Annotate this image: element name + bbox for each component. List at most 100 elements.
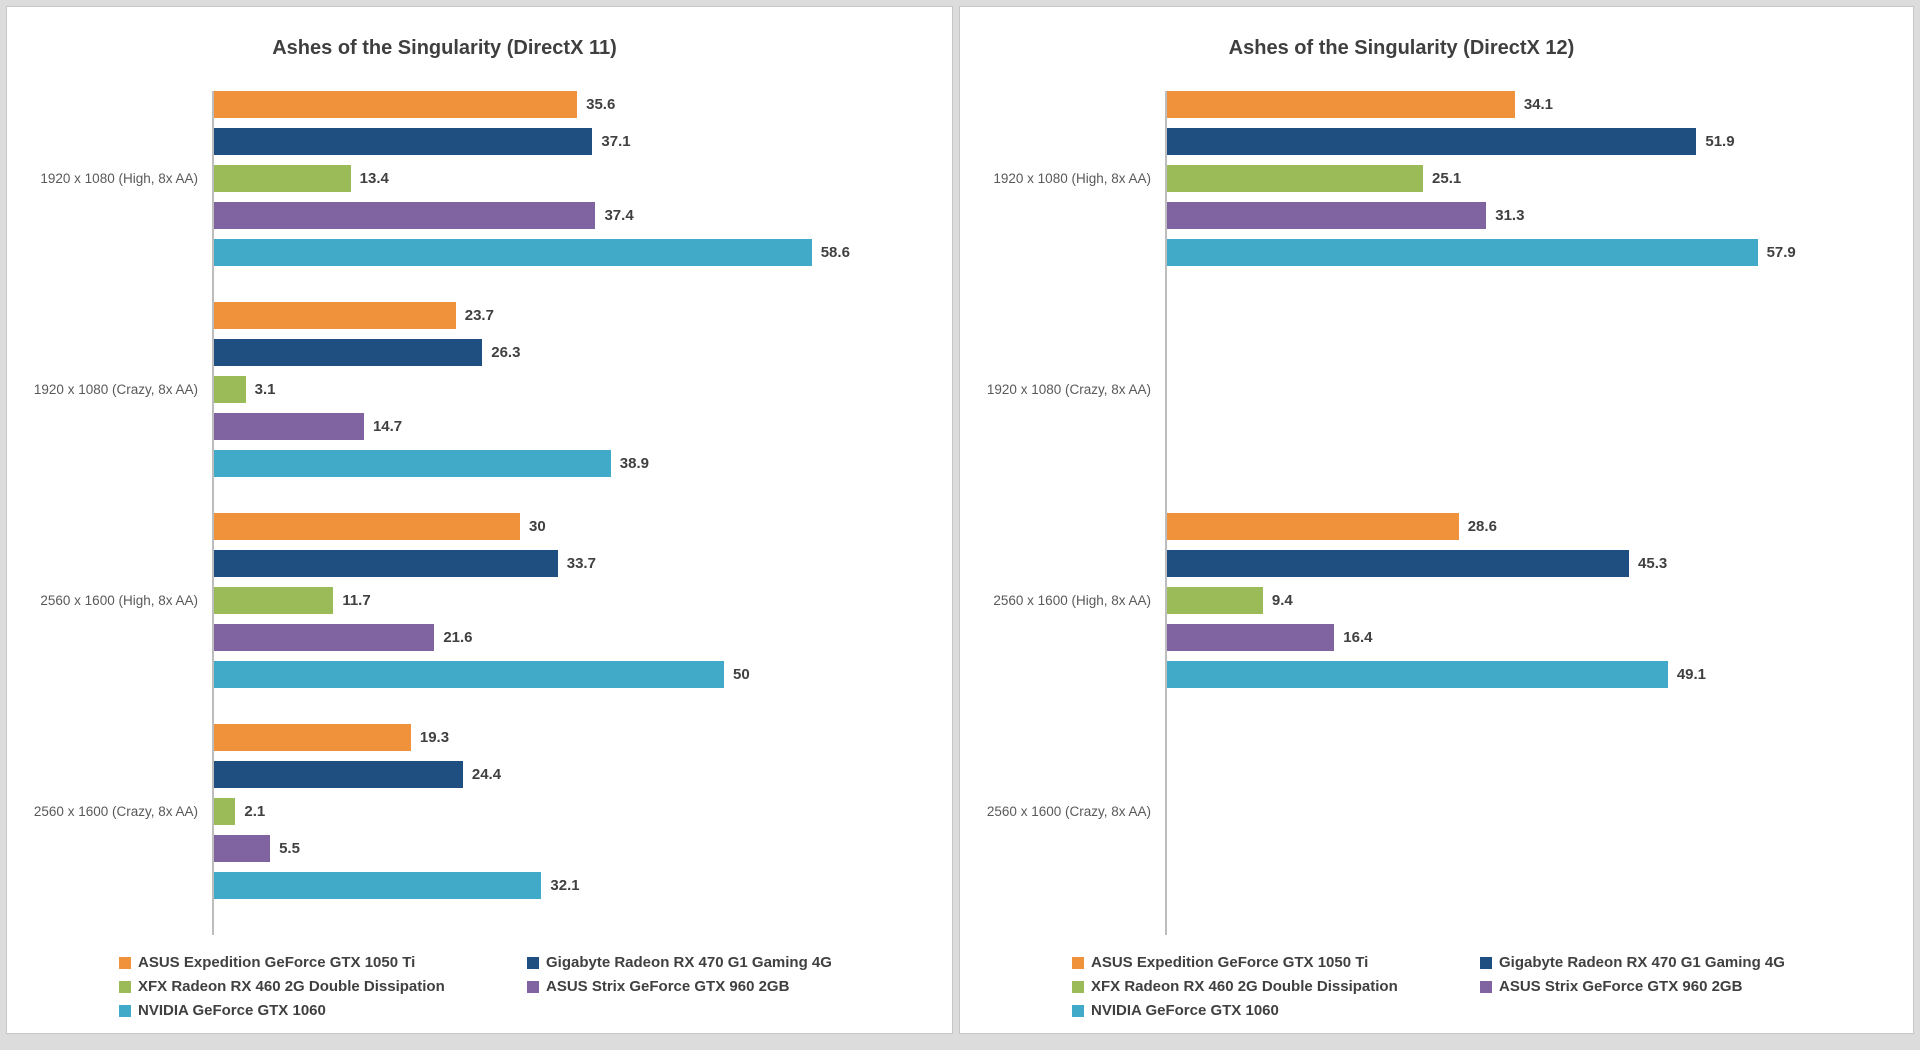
bar-row: 34.1 [1167, 91, 1913, 118]
legend-swatch-icon [1072, 1004, 1084, 1017]
bar-row: 23.7 [214, 302, 952, 329]
bar-row: 37.1 [214, 128, 952, 155]
legend-item: XFX Radeon RX 460 2G Double Dissipation [1072, 978, 1470, 995]
bar [1167, 128, 1697, 155]
bar [214, 661, 724, 688]
legend-swatch-icon [1072, 956, 1084, 969]
bar [214, 798, 236, 825]
category-label: 1920 x 1080 (Crazy, 8x AA) [986, 382, 1151, 397]
legend-label: Gigabyte Radeon RX 470 G1 Gaming 4G [1499, 954, 1785, 971]
value-label: 3.1 [254, 381, 276, 398]
bar-row: 11.7 [214, 587, 952, 614]
value-label: 31.3 [1495, 207, 1525, 224]
bars-area: 30 33.7 11.7 21.6 50 [212, 513, 952, 724]
category-label: 1920 x 1080 (Crazy, 8x AA) [33, 382, 198, 397]
legend-item: Gigabyte Radeon RX 470 G1 Gaming 4G [527, 954, 952, 971]
bar-row: 38.9 [214, 450, 952, 477]
bar-row: 32.1 [214, 872, 952, 899]
value-label: 11.7 [342, 592, 371, 609]
bar-row: 26.3 [214, 339, 952, 366]
bar-row: 13.4 [214, 165, 952, 192]
bar [214, 413, 364, 440]
bar [1167, 202, 1487, 229]
bar [214, 128, 593, 155]
category-group: 2560 x 1600 (High, 8x AA) 30 33.7 11.7 21.6 5… [7, 513, 952, 724]
bar-row: 33.7 [214, 550, 952, 577]
bar [1167, 165, 1424, 192]
legend-item: ASUS Strix GeForce GTX 960 2GB [1480, 978, 1913, 995]
value-label: 32.1 [550, 877, 580, 894]
bar-row: 30 [214, 513, 952, 540]
value-label: 13.4 [359, 170, 389, 187]
bar-row: 35.6 [214, 91, 952, 118]
bar [214, 724, 411, 751]
bar [214, 239, 812, 266]
legend-item: NVIDIA GeForce GTX 1060 [1072, 1002, 1470, 1019]
bar-row: 19.3 [214, 724, 952, 751]
bar-row: 28.6 [1167, 513, 1913, 540]
legend: ASUS Expedition GeForce GTX 1050 Ti Gigab… [1072, 954, 1913, 1019]
value-label: 38.9 [619, 455, 649, 472]
legend-label: NVIDIA GeForce GTX 1060 [138, 1002, 326, 1019]
bar [1167, 513, 1459, 540]
value-label: 33.7 [566, 555, 596, 572]
category-group: 2560 x 1600 (Crazy, 8x AA) 19.3 24.4 2.1 5.5… [7, 724, 952, 935]
category-label: 2560 x 1600 (High, 8x AA) [993, 593, 1151, 608]
legend-item: Gigabyte Radeon RX 470 G1 Gaming 4G [1480, 954, 1913, 971]
value-label: 9.4 [1271, 592, 1293, 609]
legend-swatch-icon [1480, 956, 1492, 969]
value-label: 19.3 [419, 729, 450, 746]
bar-row: 24.4 [214, 761, 952, 788]
category-group: 1920 x 1080 (High, 8x AA) 35.6 37.1 13.4 37.… [7, 91, 952, 302]
legend: ASUS Expedition GeForce GTX 1050 Ti Gigab… [119, 954, 952, 1019]
value-label: 2.1 [244, 803, 266, 820]
plot-area: 1920 x 1080 (High, 8x AA) 35.6 37.1 13.4 37.… [7, 81, 952, 935]
bar [214, 550, 558, 577]
legend-swatch-icon [527, 980, 539, 993]
bar-row: 51.9 [1167, 128, 1913, 155]
value-label: 37.1 [601, 133, 631, 150]
bar [214, 302, 456, 329]
legend-label: Gigabyte Radeon RX 470 G1 Gaming 4G [546, 954, 832, 971]
bar-row: 2.1 [214, 798, 952, 825]
bar [1167, 624, 1335, 651]
chart-title: Ashes of the Singularity (DirectX 12) [1228, 37, 1575, 59]
legend-swatch-icon [119, 956, 131, 969]
bar [1167, 239, 1758, 266]
bars-area: 19.3 24.4 2.1 5.5 32.1 [212, 724, 952, 935]
legend-swatch-icon [1480, 980, 1492, 993]
value-label: 16.4 [1343, 629, 1373, 646]
value-label: 24.4 [471, 766, 502, 783]
bar-row: 37.4 [214, 202, 952, 229]
bar-row: 14.7 [214, 413, 952, 440]
bar-row: 57.9 [1167, 239, 1913, 266]
bar [1167, 550, 1630, 577]
category-label: 2560 x 1600 (Crazy, 8x AA) [33, 804, 198, 819]
value-label: 34.1 [1523, 96, 1554, 113]
value-label: 28.6 [1467, 518, 1497, 535]
bar [214, 513, 520, 540]
bar [1167, 587, 1263, 614]
bars-area: 34.1 51.9 25.1 31.3 57.9 [1165, 91, 1913, 302]
legend-item: XFX Radeon RX 460 2G Double Dissipation [119, 978, 517, 995]
bar-row: 50 [214, 661, 952, 688]
legend-label: ASUS Expedition GeForce GTX 1050 Ti [138, 954, 416, 971]
legend-label: ASUS Strix GeForce GTX 960 2GB [1499, 978, 1743, 995]
bar [1167, 661, 1668, 688]
bars-area [1165, 724, 1913, 935]
category-group: 2560 x 1600 (High, 8x AA) 28.6 45.3 9.4 16.4… [960, 513, 1913, 724]
chart-title: Ashes of the Singularity (DirectX 11) [272, 37, 617, 59]
bars-area: 28.6 45.3 9.4 16.4 49.1 [1165, 513, 1913, 724]
legend-label: NVIDIA GeForce GTX 1060 [1091, 1002, 1279, 1019]
bar [214, 624, 435, 651]
bar-row: 3.1 [214, 376, 952, 403]
value-label: 5.5 [279, 840, 300, 857]
category-group: 2560 x 1600 (Crazy, 8x AA) [960, 724, 1913, 935]
legend-item: ASUS Expedition GeForce GTX 1050 Ti [1072, 954, 1470, 971]
legend-item: ASUS Strix GeForce GTX 960 2GB [527, 978, 952, 995]
bar-row: 45.3 [1167, 550, 1913, 577]
plot-area: 1920 x 1080 (High, 8x AA) 34.1 51.9 25.1 31.… [960, 81, 1913, 935]
value-label: 35.6 [586, 96, 616, 113]
legend-label: ASUS Strix GeForce GTX 960 2GB [546, 978, 790, 995]
chart-panel-directx11: Ashes of the Singularity (DirectX 11) 19… [6, 6, 953, 1034]
